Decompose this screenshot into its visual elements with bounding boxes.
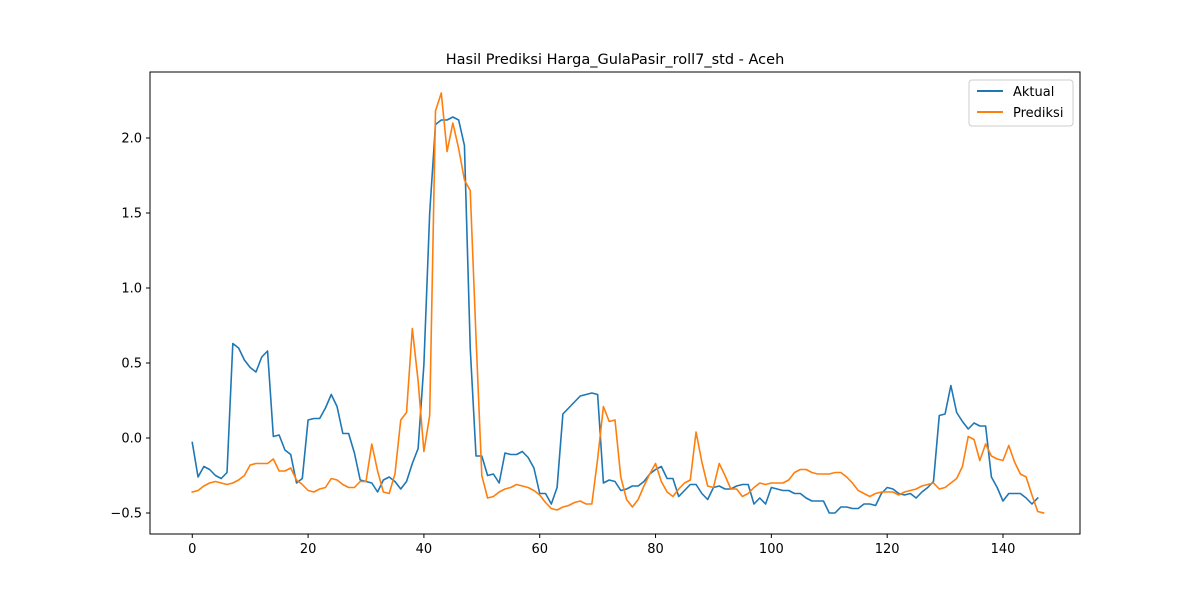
y-tick-label: 1.5 bbox=[121, 207, 142, 222]
y-axis: −0.5 0.0 0.5 1.0 1.5 2.0 bbox=[110, 132, 150, 522]
legend: Aktual Prediksi bbox=[968, 79, 1074, 127]
series-line-aktual bbox=[191, 116, 1039, 514]
x-tick-label: 60 bbox=[531, 542, 548, 557]
legend-label-prediksi: Prediksi bbox=[1013, 106, 1063, 121]
x-tick-label: 120 bbox=[875, 542, 900, 557]
x-axis: 0 20 40 60 80 100 120 140 bbox=[188, 534, 1015, 557]
y-tick-label: 1.0 bbox=[121, 282, 142, 297]
plot-frame bbox=[149, 71, 1081, 535]
x-tick-label: 40 bbox=[416, 542, 433, 557]
y-tick-label: 0.5 bbox=[121, 357, 142, 372]
plot-area: 0 20 40 60 80 100 120 140 −0.5 0.0 0.5 1.0 1.5 2.0 bbox=[110, 71, 1081, 557]
x-tick-label: 100 bbox=[759, 542, 784, 557]
series-line-prediksi bbox=[191, 92, 1045, 514]
y-tick-label: 2.0 bbox=[121, 132, 142, 147]
x-tick-label: 80 bbox=[647, 542, 664, 557]
chart-title: Hasil Prediksi Harga_GulaPasir_roll7_std… bbox=[446, 52, 785, 68]
legend-label-aktual: Aktual bbox=[1013, 85, 1054, 100]
y-tick-label: −0.5 bbox=[110, 507, 142, 522]
y-tick-label: 0.0 bbox=[121, 432, 142, 447]
x-tick-label: 20 bbox=[300, 542, 317, 557]
x-tick-label: 140 bbox=[991, 542, 1016, 557]
series-lines bbox=[191, 92, 1045, 514]
x-tick-label: 0 bbox=[188, 542, 196, 557]
